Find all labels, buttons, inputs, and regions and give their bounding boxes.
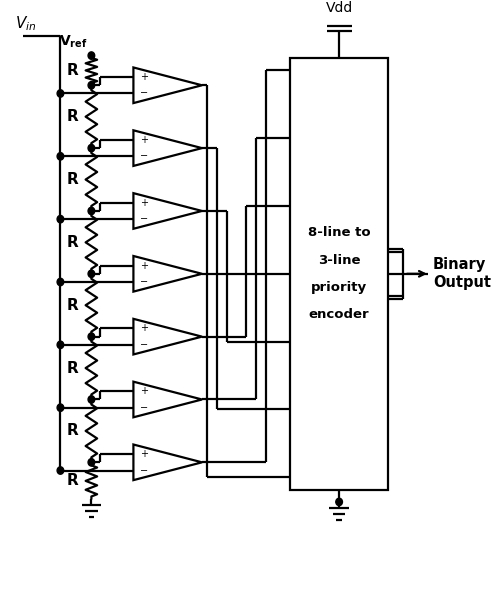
Text: $V_{in}$: $V_{in}$: [15, 15, 36, 33]
Text: +: +: [141, 135, 148, 145]
Text: R: R: [67, 109, 79, 124]
Circle shape: [88, 81, 95, 89]
Text: Binary: Binary: [433, 257, 486, 272]
Circle shape: [57, 341, 64, 348]
Circle shape: [57, 278, 64, 286]
Text: −: −: [141, 466, 148, 475]
Text: R: R: [67, 298, 79, 313]
Text: +: +: [141, 449, 148, 459]
Text: priority: priority: [311, 281, 367, 294]
Circle shape: [57, 90, 64, 97]
Text: +: +: [141, 386, 148, 396]
Circle shape: [88, 145, 95, 152]
Circle shape: [88, 207, 95, 215]
Text: +: +: [141, 198, 148, 208]
Text: −: −: [141, 214, 148, 224]
Text: R: R: [67, 235, 79, 250]
Text: +: +: [141, 261, 148, 271]
Circle shape: [57, 215, 64, 223]
Text: +: +: [141, 72, 148, 82]
Circle shape: [88, 333, 95, 340]
Circle shape: [88, 458, 95, 466]
Text: −: −: [141, 151, 148, 161]
Text: −: −: [141, 277, 148, 287]
Text: Output: Output: [433, 275, 491, 290]
Text: R: R: [67, 474, 79, 488]
Circle shape: [88, 396, 95, 403]
Text: $\mathbf{V_{ref}}$: $\mathbf{V_{ref}}$: [59, 33, 88, 50]
Text: −: −: [141, 340, 148, 350]
Circle shape: [336, 498, 343, 506]
Text: R: R: [67, 63, 79, 78]
Circle shape: [57, 467, 64, 474]
Text: 8-line to: 8-line to: [308, 226, 370, 240]
Text: encoder: encoder: [309, 308, 369, 321]
Circle shape: [88, 270, 95, 277]
Text: R: R: [67, 361, 79, 376]
Text: R: R: [67, 423, 79, 438]
Text: −: −: [141, 89, 148, 98]
Text: +: +: [141, 323, 148, 333]
Text: Vdd: Vdd: [325, 1, 353, 15]
Circle shape: [57, 153, 64, 160]
Bar: [290, 58, 388, 489]
Text: −: −: [141, 402, 148, 413]
Text: 3-line: 3-line: [318, 254, 360, 267]
Circle shape: [57, 404, 64, 412]
Text: R: R: [67, 172, 79, 187]
Circle shape: [88, 52, 95, 60]
